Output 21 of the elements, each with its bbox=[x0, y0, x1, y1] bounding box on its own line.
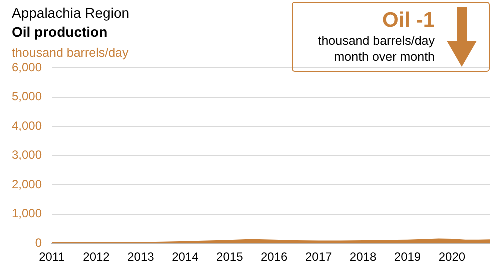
y-tick-label: 0 bbox=[35, 236, 42, 250]
y-tick-label: 3,000 bbox=[12, 148, 42, 162]
x-tick-label: 2013 bbox=[128, 250, 155, 264]
x-tick-label: 2014 bbox=[172, 250, 200, 264]
chart-subtitle: Oil production bbox=[12, 23, 109, 42]
y-tick-label: 1,000 bbox=[12, 206, 42, 221]
y-tick-label: 5,000 bbox=[12, 90, 42, 104]
callout-box: Oil -1 thousand barrels/day month over month bbox=[292, 2, 490, 72]
x-tick-label: 2015 bbox=[216, 250, 244, 264]
y-tick-label: 2,000 bbox=[12, 177, 42, 192]
x-tick-label: 2011 bbox=[39, 250, 66, 264]
x-tick-label: 2012 bbox=[83, 250, 110, 264]
y-axis-title: thousand barrels/day bbox=[12, 46, 129, 60]
x-tick-label: 2016 bbox=[261, 250, 288, 264]
chart-title: Appalachia Region bbox=[12, 4, 130, 23]
x-tick-label: 2017 bbox=[305, 250, 332, 264]
x-tick-label: 2020 bbox=[438, 250, 466, 264]
x-tick-label: 2019 bbox=[394, 250, 422, 264]
y-tick-label: 4,000 bbox=[12, 118, 42, 133]
y-tick-label: 6,000 bbox=[12, 60, 42, 74]
x-tick-label: 2018 bbox=[350, 250, 377, 264]
